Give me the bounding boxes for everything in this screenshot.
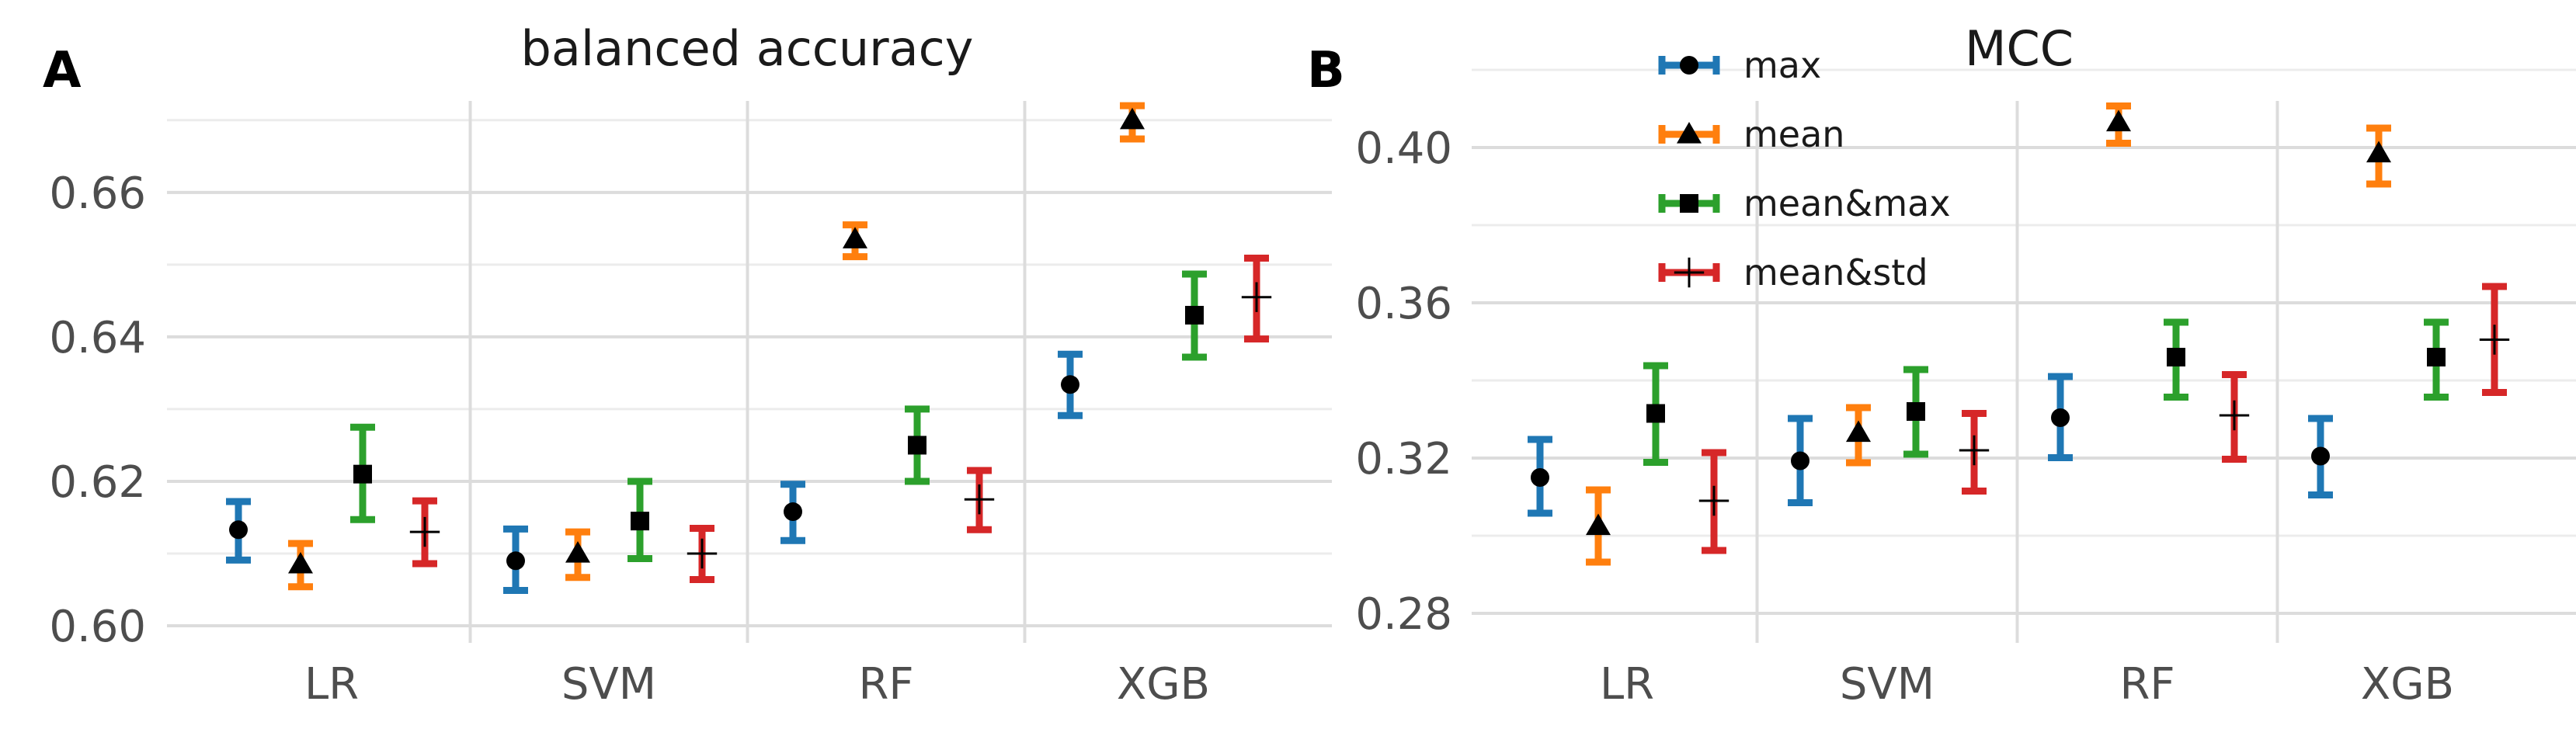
a-point-mean-std-lr xyxy=(409,516,440,547)
b-point-mean-max-xgb xyxy=(2427,348,2446,366)
b-point-mean-svm xyxy=(1845,420,1872,443)
a-ytick-label: 0.66 xyxy=(49,168,146,219)
a-point-mean-max-lr xyxy=(353,464,372,484)
legend-label-mean-std: mean&std xyxy=(1743,252,1928,293)
a-ytick-label: 0.60 xyxy=(49,602,146,652)
panel-a-balanced-accuracy: 0.60 0.62 0.64 0.66 LR SVM RF XGB balanced accur… xyxy=(43,20,1332,710)
a-xtick-label-svm: SVM xyxy=(561,659,656,710)
a-point-mean-rf xyxy=(842,227,868,248)
legend-entry-mean-std: mean&std xyxy=(1658,252,1928,293)
b-point-mean-std-xgb xyxy=(2479,325,2510,355)
b-ytick-label: 0.32 xyxy=(1355,434,1452,484)
legend: max mean mean&max mean&std xyxy=(1658,44,1951,293)
a-series-mean-max xyxy=(350,270,1207,563)
b-point-mean-std-rf xyxy=(2219,400,2250,431)
a-point-max-svm xyxy=(506,551,525,571)
b-series-max xyxy=(1528,373,2333,517)
a-point-max-lr xyxy=(229,520,248,540)
a-xtick-label-lr: LR xyxy=(304,659,359,710)
b-point-mean-max-rf xyxy=(2167,348,2185,366)
a-point-mean-std-svm xyxy=(687,538,718,569)
b-xtick-label-rf: RF xyxy=(2119,659,2174,710)
a-point-mean-lr xyxy=(287,551,314,574)
legend-label-mean: mean xyxy=(1743,113,1844,155)
b-ytick-label: 0.40 xyxy=(1355,123,1452,174)
a-xtick-label-xgb: XGB xyxy=(1117,659,1210,710)
b-point-mean-lr xyxy=(1585,513,1611,536)
a-series-mean-std xyxy=(409,254,1272,583)
a-point-mean-max-svm xyxy=(631,512,649,531)
legend-label-max: max xyxy=(1743,44,1821,86)
a-panel-label: A xyxy=(43,42,82,99)
b-series-mean xyxy=(1585,102,2392,566)
panel-b-mcc: 0.28 0.32 0.36 0.40 LR SVM RF XGB MCC B xyxy=(1307,20,2576,710)
legend-marker-mean xyxy=(1676,121,1702,144)
a-xtick-label-rf: RF xyxy=(858,659,913,710)
legend-marker-mean-max xyxy=(1680,194,1698,213)
b-series-mean-max xyxy=(1643,318,2449,466)
b-panel-label: B xyxy=(1307,42,1345,99)
a-series-mean xyxy=(287,102,1145,591)
b-point-mean-std-lr xyxy=(1698,485,1730,516)
b-point-max-svm xyxy=(1791,451,1809,470)
b-point-mean-std-svm xyxy=(1959,435,1990,466)
a-ytick-label: 0.64 xyxy=(49,313,146,363)
a-point-mean-std-xgb xyxy=(1241,282,1272,312)
b-point-mean-rf xyxy=(2105,109,2132,132)
legend-marker-mean-std xyxy=(1674,257,1705,288)
b-ytick-label: 0.28 xyxy=(1355,589,1452,640)
a-point-mean-xgb xyxy=(1119,107,1145,130)
b-point-max-lr xyxy=(1531,468,1549,487)
b-point-max-xgb xyxy=(2311,446,2330,466)
legend-entry-max: max xyxy=(1658,44,1821,86)
b-ytick-label: 0.36 xyxy=(1355,279,1452,329)
a-point-mean-max-xgb xyxy=(1185,305,1204,325)
b-point-mean-max-svm xyxy=(1907,402,1925,421)
a-point-mean-max-rf xyxy=(908,436,926,455)
a-point-mean-svm xyxy=(565,540,591,563)
b-xtick-label-svm: SVM xyxy=(1840,659,1935,710)
a-point-max-rf xyxy=(784,502,802,522)
b-chart-title: MCC xyxy=(1965,20,2074,77)
a-point-mean-std-rf xyxy=(964,484,995,515)
legend-entry-mean: mean xyxy=(1658,113,1844,155)
a-chart-title: balanced accuracy xyxy=(521,20,974,77)
a-series-max xyxy=(226,350,1083,594)
legend-entry-mean-max: mean&max xyxy=(1658,182,1951,224)
b-series-mean-std xyxy=(1698,283,2510,554)
b-point-mean-max-lr xyxy=(1646,404,1665,423)
legend-marker-max xyxy=(1680,56,1698,75)
a-point-max-xgb xyxy=(1061,375,1079,394)
b-xtick-label-xgb: XGB xyxy=(2361,659,2454,710)
legend-label-mean-max: mean&max xyxy=(1743,182,1951,224)
b-xtick-label-lr: LR xyxy=(1600,659,1654,710)
b-point-max-rf xyxy=(2051,408,2070,427)
a-ytick-label: 0.62 xyxy=(49,457,146,508)
b-point-mean-xgb xyxy=(2366,141,2392,163)
